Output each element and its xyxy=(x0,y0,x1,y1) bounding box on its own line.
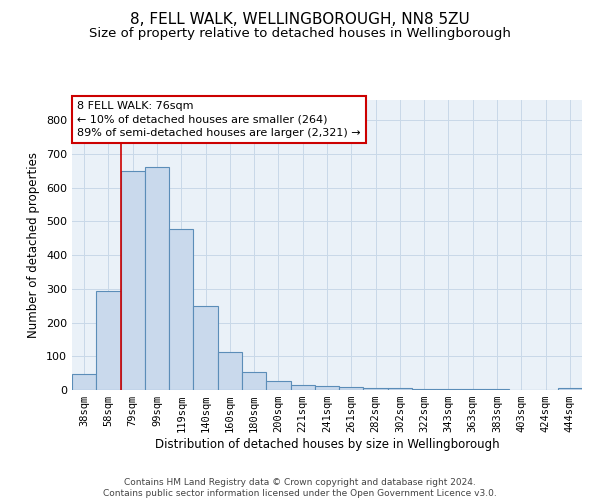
Bar xyxy=(315,386,339,390)
Text: 8 FELL WALK: 76sqm
← 10% of detached houses are smaller (264)
89% of semi-detach: 8 FELL WALK: 76sqm ← 10% of detached hou… xyxy=(77,102,361,138)
Y-axis label: Number of detached properties: Number of detached properties xyxy=(28,152,40,338)
Bar xyxy=(364,388,388,390)
Bar xyxy=(436,389,461,390)
Bar xyxy=(169,229,193,390)
Bar xyxy=(193,306,218,390)
Bar xyxy=(242,372,266,390)
Bar xyxy=(558,388,582,390)
Bar xyxy=(290,385,315,390)
Bar xyxy=(266,381,290,390)
Bar xyxy=(96,291,121,390)
Text: Size of property relative to detached houses in Wellingborough: Size of property relative to detached ho… xyxy=(89,28,511,40)
Bar xyxy=(145,168,169,390)
Bar xyxy=(218,352,242,390)
Text: 8, FELL WALK, WELLINGBOROUGH, NN8 5ZU: 8, FELL WALK, WELLINGBOROUGH, NN8 5ZU xyxy=(130,12,470,28)
Bar xyxy=(72,374,96,390)
Bar xyxy=(412,388,436,390)
Text: Contains HM Land Registry data © Crown copyright and database right 2024.
Contai: Contains HM Land Registry data © Crown c… xyxy=(103,478,497,498)
Bar xyxy=(388,388,412,390)
Bar xyxy=(121,172,145,390)
Bar xyxy=(461,389,485,390)
X-axis label: Distribution of detached houses by size in Wellingborough: Distribution of detached houses by size … xyxy=(155,438,499,451)
Bar xyxy=(339,386,364,390)
